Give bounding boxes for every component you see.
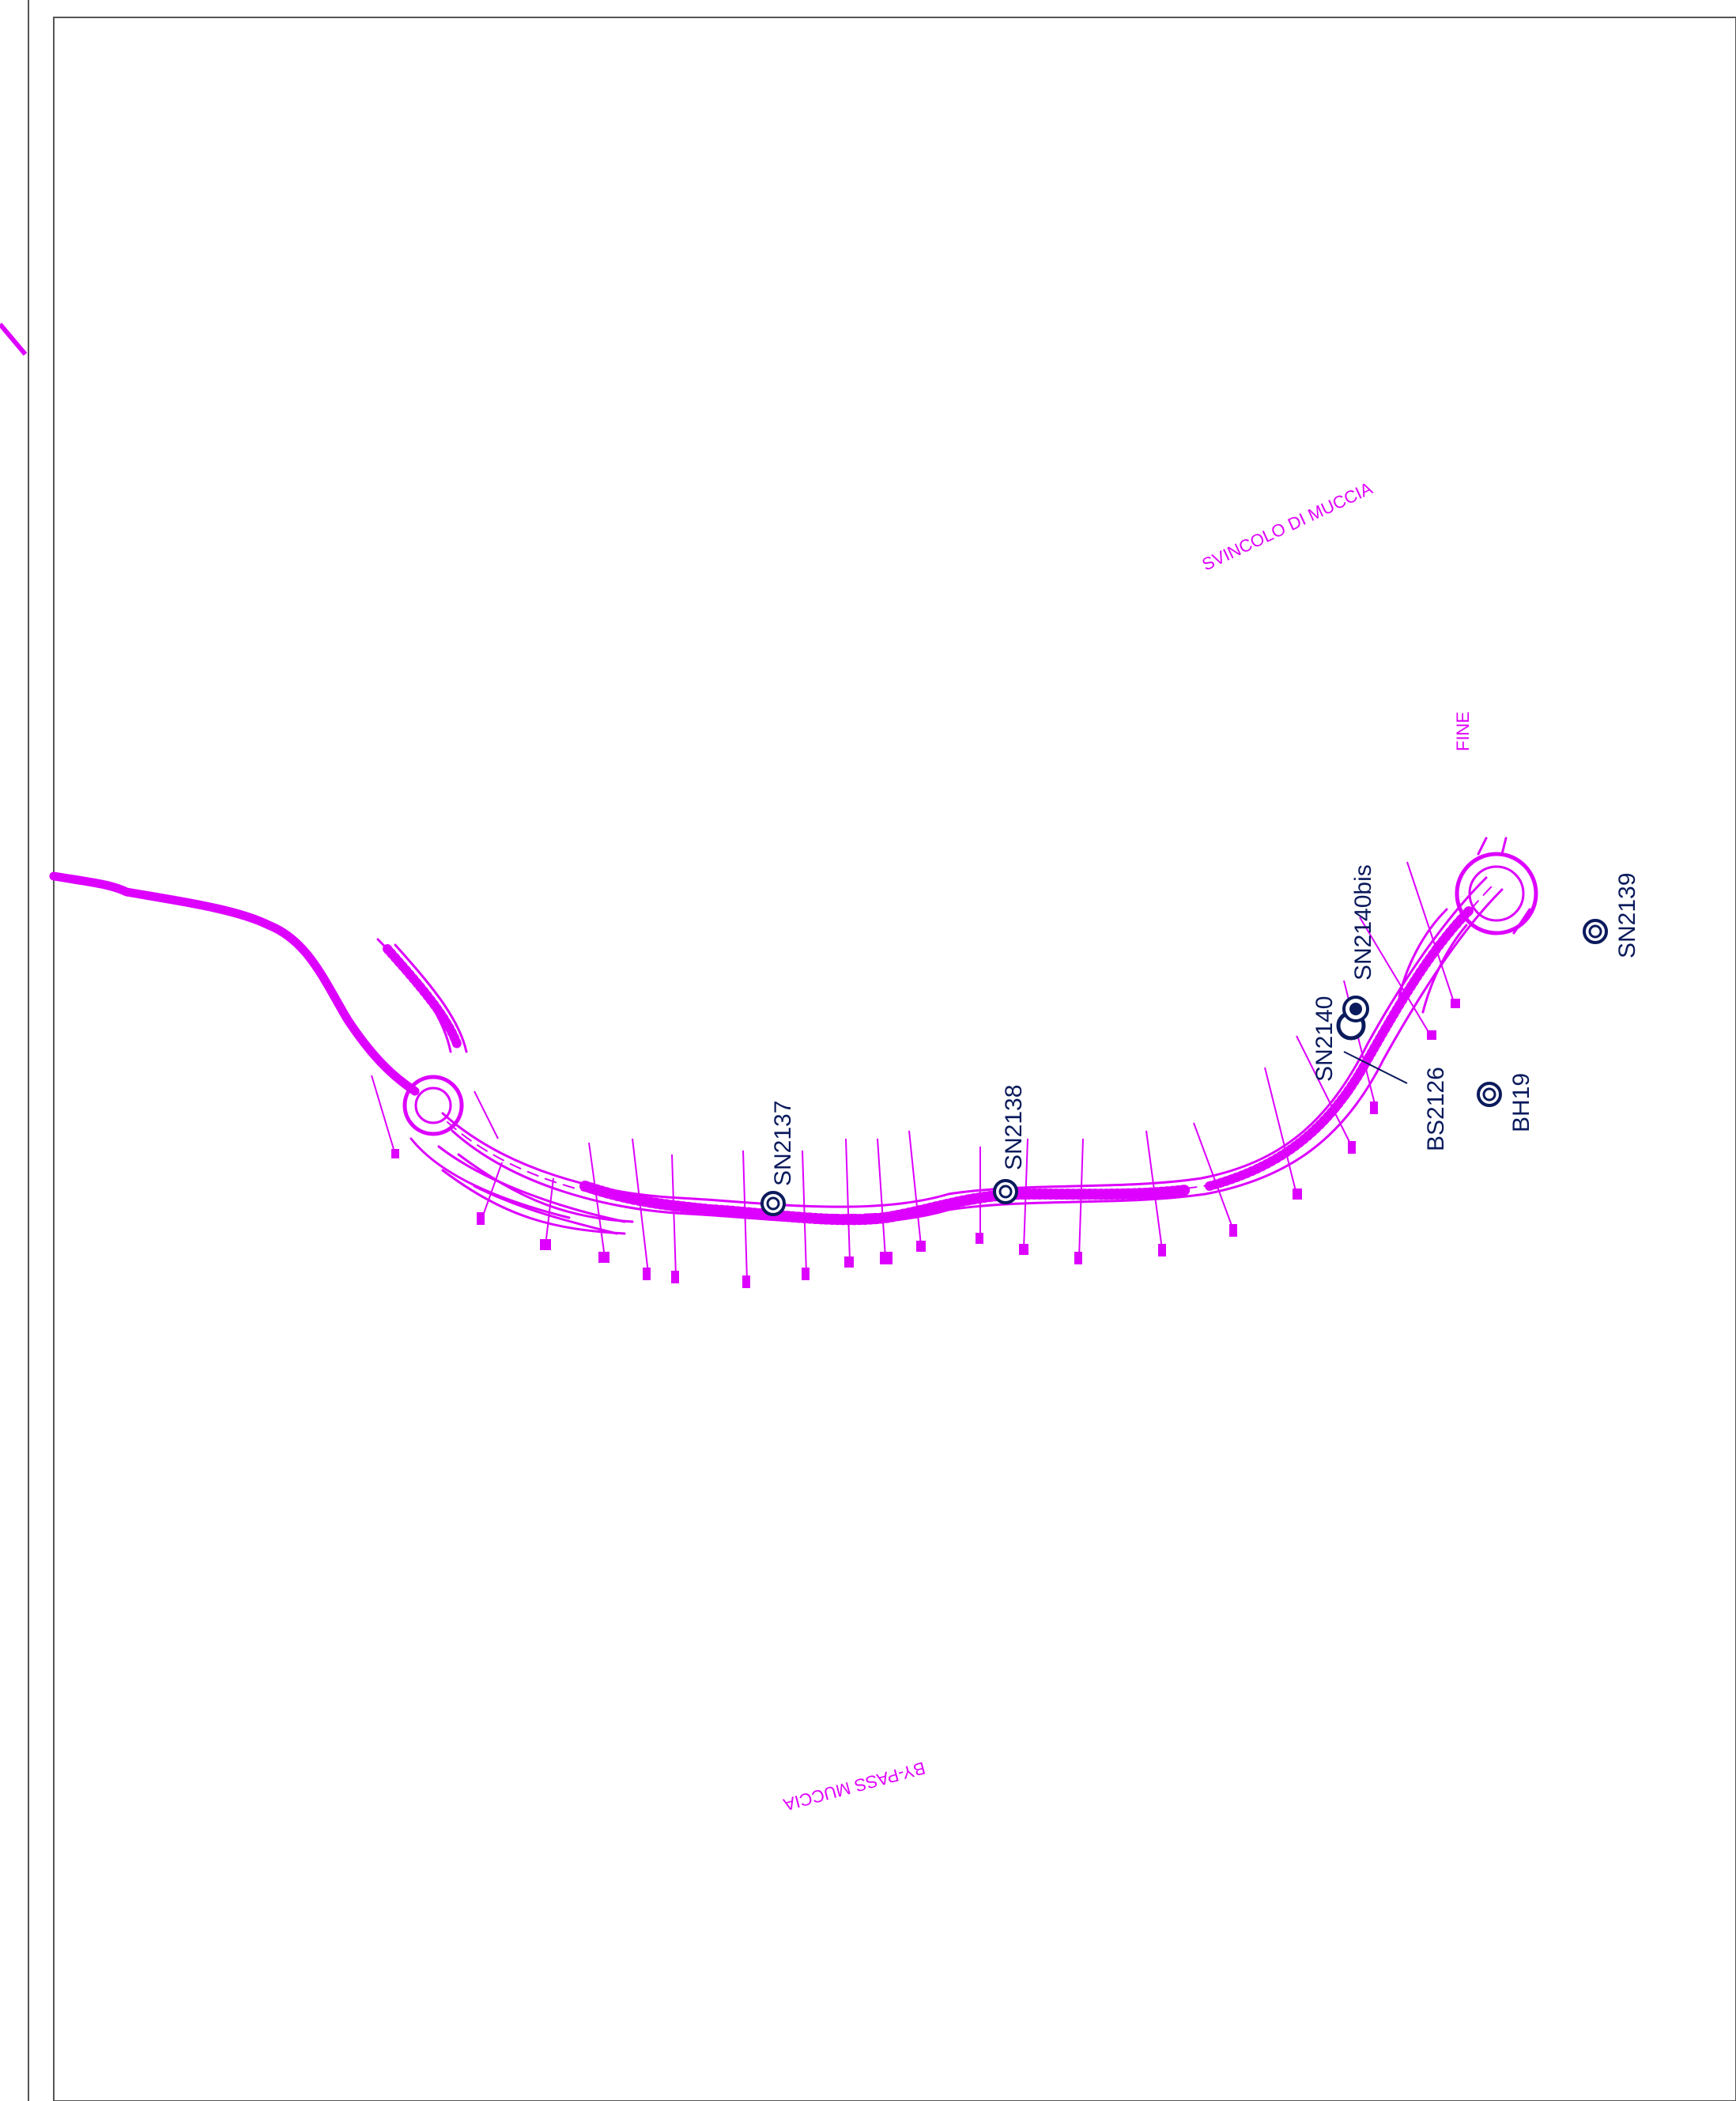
borehole-label: SN2139 <box>1614 873 1640 958</box>
west-junction <box>376 938 626 1235</box>
access-road <box>49 871 420 1096</box>
borehole-label: SN2137 <box>770 1101 796 1186</box>
borehole-sn2137: SN2137 <box>760 1101 796 1216</box>
east-junction <box>1398 837 1538 1014</box>
borehole-bh19: BH19 <box>1477 1073 1534 1132</box>
cross-section-markers <box>371 861 1460 1288</box>
bypass-road <box>441 876 1504 1235</box>
borehole-label: SN2140bis <box>1350 864 1376 981</box>
borehole-bs2126: BS2126 <box>1423 1067 1449 1151</box>
west-roundabout <box>402 1075 464 1136</box>
borehole-label: SN2138 <box>1001 1085 1027 1170</box>
fine-label: FINE <box>1453 712 1473 751</box>
east-roundabout <box>1455 852 1538 935</box>
borehole-sn2140bis: SN2140bis <box>1342 864 1376 1022</box>
borehole-label: BH19 <box>1508 1073 1534 1132</box>
borehole-sn2138: SN2138 <box>993 1085 1027 1204</box>
borehole-label: SN2140 <box>1311 996 1338 1082</box>
edge-road-stub <box>0 323 28 356</box>
borehole-sn2139: SN2139 <box>1583 873 1640 958</box>
drawing-frame <box>53 17 1736 2101</box>
borehole-label: BS2126 <box>1423 1067 1449 1151</box>
